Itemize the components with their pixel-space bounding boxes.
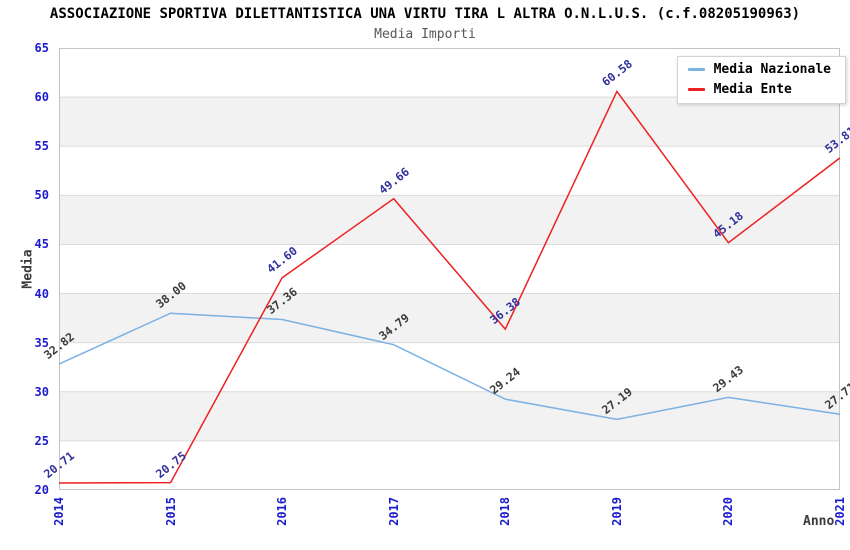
plot-band — [59, 342, 840, 392]
chart-title: ASSOCIAZIONE SPORTIVA DILETTANTISTICA UN… — [49, 6, 801, 22]
x-axis-title: Anno — [803, 514, 835, 529]
series-line-media-ente — [59, 89, 840, 484]
plot-band — [59, 97, 840, 147]
x-tick-label: 2014 — [52, 497, 66, 526]
y-tick-label: 35 — [34, 335, 49, 350]
x-tick-label: 2020 — [721, 497, 736, 526]
y-tick-label: 60 — [34, 90, 49, 105]
y-tick-label: 30 — [34, 384, 49, 399]
plot-border — [59, 48, 840, 490]
x-tick-label: 2018 — [498, 497, 513, 526]
plot-band — [59, 244, 840, 294]
y-tick-label: 25 — [34, 433, 49, 448]
y-tick-label: 45 — [34, 237, 49, 252]
legend-item-media-ente: Media Ente — [687, 82, 831, 97]
y-tick-label: 40 — [34, 286, 49, 301]
y-tick-label: 20 — [34, 483, 49, 497]
plot-band — [59, 195, 840, 245]
x-tick-label: 2015 — [163, 497, 178, 526]
series-line-media-nazionale — [59, 312, 840, 421]
plot-band — [59, 391, 840, 441]
x-tick-label: 2021 — [833, 497, 847, 526]
x-tick-label: 2017 — [386, 497, 401, 526]
legend: Media Nazionale Media Ente — [676, 56, 846, 104]
plot-band — [59, 146, 840, 196]
y-tick-label: 50 — [34, 188, 49, 203]
legend-line-swatch — [687, 68, 705, 71]
x-tick-label: 2016 — [275, 497, 290, 526]
plot-area — [59, 48, 840, 490]
y-axis-title: Media — [20, 249, 36, 289]
plot-band — [59, 293, 840, 343]
y-tick-label: 65 — [34, 41, 49, 55]
legend-item-media-nazionale: Media Nazionale — [687, 62, 831, 77]
x-tick-label: 2019 — [609, 497, 624, 526]
y-tick-label: 55 — [34, 139, 49, 154]
legend-label: Media Ente — [713, 82, 792, 97]
legend-line-swatch — [687, 88, 705, 91]
chart-subtitle: Media Importi — [374, 27, 476, 42]
legend-label: Media Nazionale — [713, 62, 831, 77]
